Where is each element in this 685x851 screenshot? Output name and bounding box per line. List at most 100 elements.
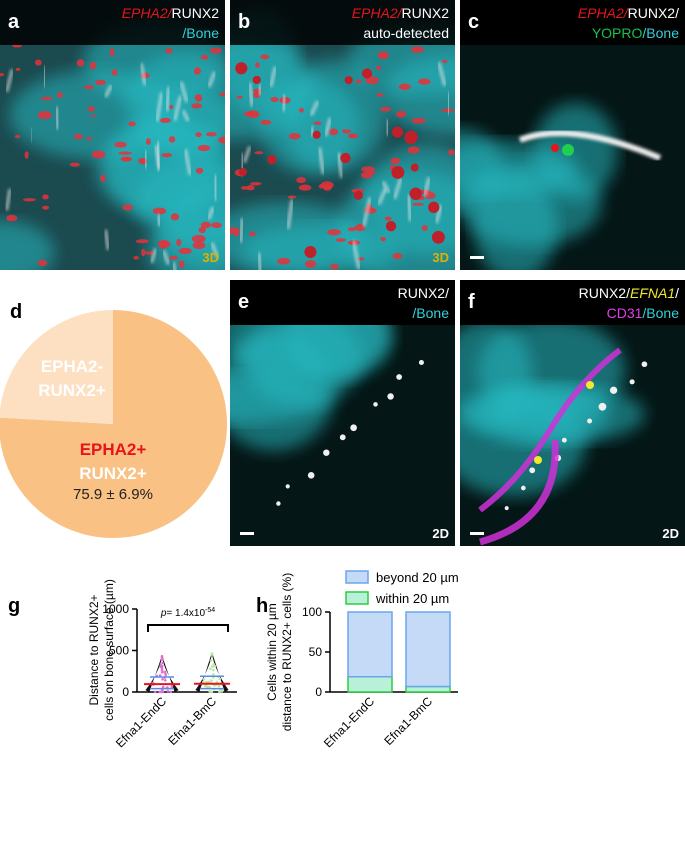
data-dot	[209, 690, 212, 693]
runx2-cell	[505, 506, 509, 510]
y-tick-label: 500	[109, 644, 129, 658]
red-cell	[368, 171, 376, 174]
data-dot	[154, 691, 157, 694]
legend-label: beyond 20 µm	[376, 570, 459, 585]
caption-part: EPHA2/	[352, 5, 404, 21]
white-streak	[241, 218, 243, 242]
panel-caption: EPHA2/RUNX2	[122, 5, 219, 21]
x-tick-label: Efna1-EndC	[321, 694, 377, 750]
red-cell	[38, 111, 52, 119]
panel-label: c	[468, 11, 479, 33]
data-dot	[211, 652, 214, 655]
detected-sphere	[235, 62, 247, 74]
caption-part: /Bone	[642, 25, 679, 41]
red-cell	[296, 177, 306, 183]
dimension-tag: 2D	[662, 526, 679, 541]
detected-sphere	[267, 155, 276, 164]
data-dot	[161, 658, 164, 661]
red-cell	[41, 97, 53, 101]
red-cell	[42, 206, 49, 210]
red-cell	[244, 111, 254, 116]
detected-sphere	[239, 168, 247, 176]
red-cell	[196, 168, 204, 174]
red-cell	[380, 107, 391, 112]
red-cell	[100, 175, 105, 183]
runx2-cell	[630, 379, 635, 384]
bar-segment	[406, 612, 450, 686]
red-cell	[160, 118, 171, 123]
red-cell	[378, 51, 389, 59]
detected-sphere	[392, 127, 403, 138]
panel-label: a	[8, 11, 20, 33]
slice-label: RUNX2+	[79, 464, 147, 483]
runx2-cell	[323, 449, 329, 455]
red-cell	[289, 133, 301, 139]
red-cell	[16, 68, 21, 71]
data-dot	[212, 673, 215, 676]
panel-caption: RUNX2/EFNA1/	[579, 285, 679, 301]
red-cell	[393, 253, 403, 259]
image-panel: c EPHA2/RUNX2/YOPRO/Bone	[419, 0, 685, 281]
x-tick-label: Efna1-EndC	[113, 694, 169, 750]
y-axis-label: Distance to RUNX2+	[87, 594, 101, 705]
red-cell	[87, 137, 92, 141]
caption-part: /Bone	[642, 305, 679, 321]
bar-segment	[348, 677, 392, 692]
value-label: 75.9 ± 6.9%	[73, 486, 153, 503]
red-cell	[165, 48, 172, 54]
runx2-cell	[286, 484, 290, 488]
red-cell	[25, 151, 29, 159]
runx2-cell	[599, 403, 607, 411]
runx2-cell	[396, 374, 402, 380]
x-tick-label: Efna1-BmC	[381, 694, 435, 748]
red-cell	[95, 80, 106, 86]
detected-sphere	[340, 153, 350, 163]
y-tick-label: 1000	[102, 602, 129, 616]
red-cell	[141, 249, 145, 257]
red-cell	[342, 129, 351, 133]
legend-swatch	[346, 592, 368, 604]
red-cell	[199, 227, 206, 233]
red-cell	[70, 163, 80, 167]
y-axis-label: distance to RUNX2+ cells (%)	[280, 573, 294, 731]
red-cell	[84, 85, 94, 89]
red-cell	[330, 264, 338, 270]
runx2-cell	[387, 393, 393, 399]
panel-caption: RUNX2/	[398, 285, 449, 301]
panel-label: f	[468, 291, 475, 313]
white-streak	[387, 120, 388, 136]
data-dot	[219, 678, 222, 681]
runx2-cell	[562, 438, 567, 443]
scale-bar	[470, 532, 484, 535]
red-cell	[193, 242, 206, 250]
red-cell	[161, 153, 172, 157]
red-cell	[335, 238, 346, 242]
red-cell	[153, 208, 167, 215]
detected-sphere	[391, 166, 404, 179]
detected-sphere	[432, 231, 445, 244]
detected-sphere	[313, 131, 321, 139]
red-cell	[412, 118, 426, 124]
red-cell	[396, 111, 406, 118]
runx2-cell	[276, 501, 280, 505]
slice-label: EPHA2-	[41, 357, 103, 376]
y-tick-label: 0	[315, 685, 322, 699]
y-tick-label: 50	[309, 645, 323, 659]
panel-caption: EPHA2/RUNX2/	[578, 5, 679, 21]
red-cell	[136, 239, 149, 243]
caption-part: /Bone	[412, 305, 449, 321]
red-cell	[133, 256, 139, 260]
red-cell	[42, 194, 48, 199]
red-cell	[218, 137, 229, 144]
runx2-cell	[350, 424, 357, 431]
p-text: = 1.4x10	[166, 608, 205, 619]
caption-part: YOPRO	[592, 25, 643, 41]
red-cell	[111, 69, 117, 75]
red-cell	[219, 93, 229, 97]
red-cell	[249, 232, 256, 237]
data-dot	[211, 665, 214, 668]
red-cell	[169, 256, 178, 260]
data-dot	[209, 667, 212, 670]
dimension-tag: 2D	[432, 526, 449, 541]
red-cell	[87, 106, 95, 111]
